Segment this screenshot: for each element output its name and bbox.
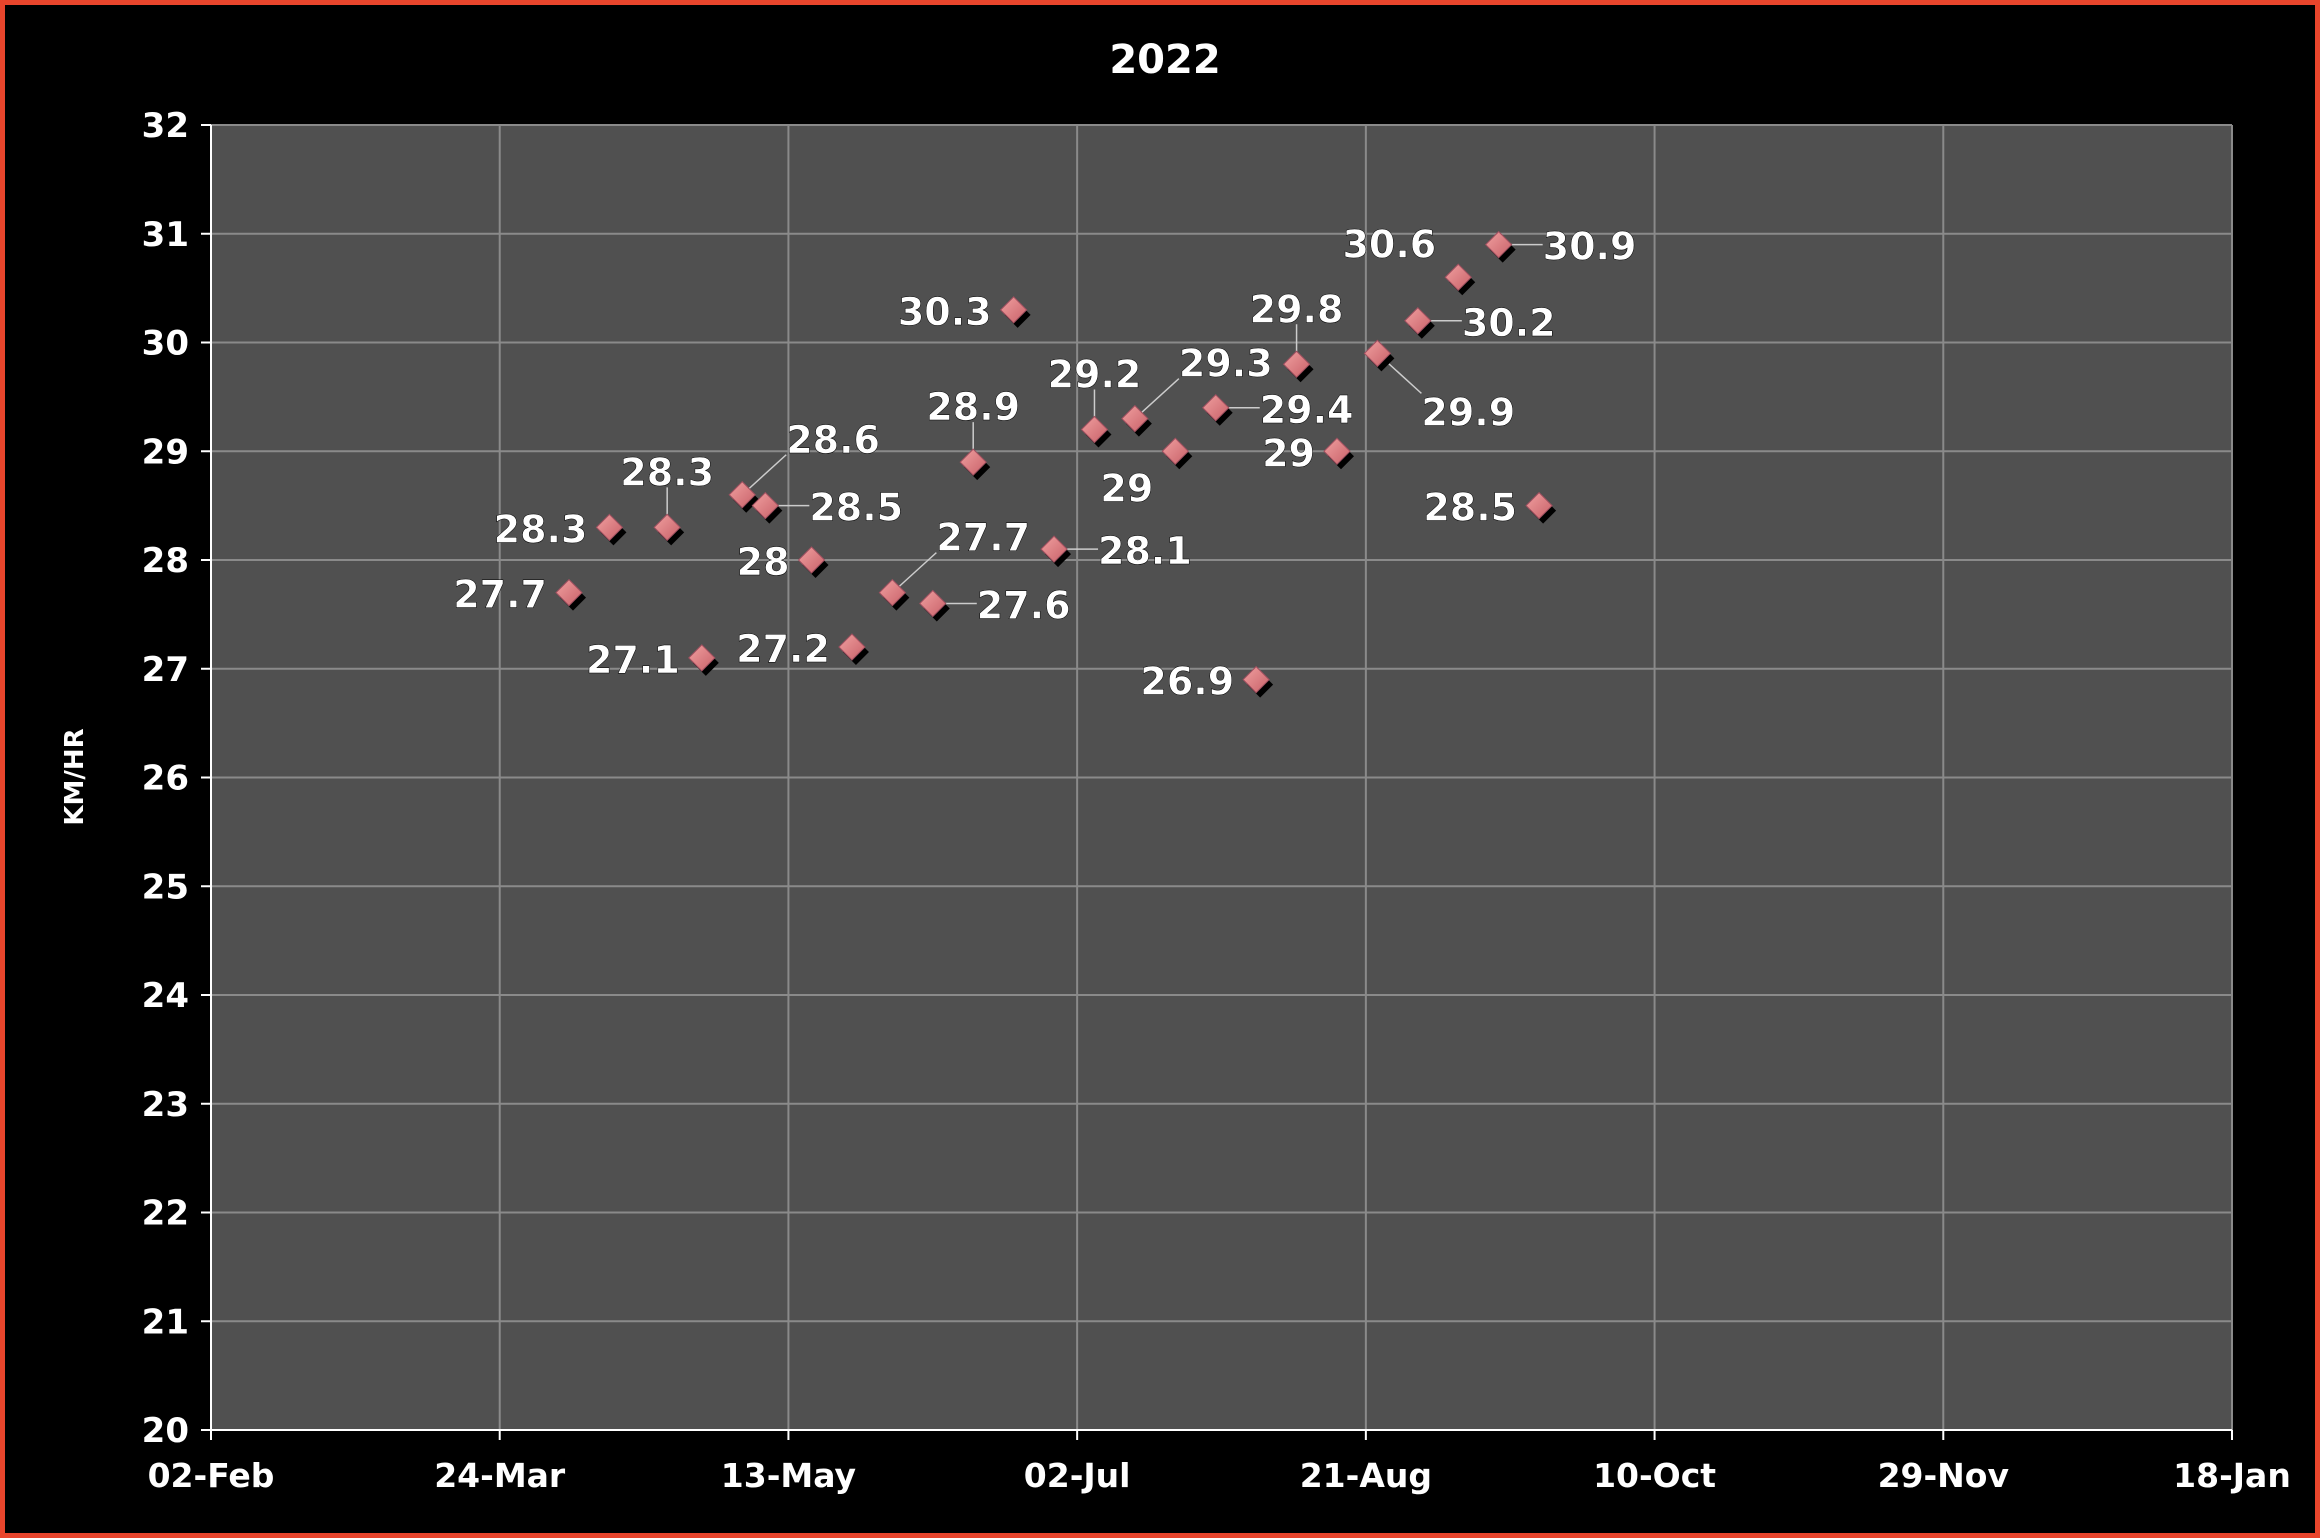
data-label: 28.6 — [786, 418, 880, 462]
data-label: 28.9 — [926, 385, 1020, 429]
data-point — [1161, 437, 1190, 465]
data-point — [653, 513, 681, 542]
data-point — [959, 448, 987, 476]
x-tick-label: 13-May — [721, 1456, 856, 1495]
y-tick-label: 29 — [142, 432, 189, 472]
data-label: 27.7 — [453, 573, 547, 617]
data-label: 29.4 — [1260, 388, 1354, 432]
data-label: 29.2 — [1048, 353, 1142, 397]
data-point — [1080, 415, 1109, 444]
y-tick-label: 20 — [142, 1411, 189, 1451]
y-axis-label: KM/HR — [60, 728, 90, 825]
data-point — [688, 644, 716, 672]
scatter-chart: 2022 KM/HR 20 21 22 23 24 25 26 27 28 29 30 31 32 02-… — [60, 37, 2291, 1495]
x-tick-label: 24-Mar — [434, 1456, 566, 1495]
y-tick-label: 30 — [142, 324, 189, 364]
data-label: 29 — [1262, 431, 1315, 475]
data-point — [555, 578, 583, 607]
data-label: 28 — [737, 540, 790, 584]
data-point — [595, 513, 624, 542]
data-point — [1363, 339, 1392, 368]
data-label: 27.1 — [586, 638, 680, 682]
y-tick-label: 22 — [142, 1194, 189, 1234]
data-label: 28.3 — [620, 450, 714, 494]
data-point — [838, 633, 866, 661]
data-point — [1525, 491, 1553, 520]
x-tick-label: 02-Jul — [1024, 1456, 1131, 1495]
data-label: 28.3 — [494, 507, 588, 551]
data-point — [797, 546, 826, 574]
x-tick-label: 10-Oct — [1593, 1456, 1716, 1495]
data-label: 28.5 — [1423, 486, 1517, 530]
label-leader-line — [891, 552, 937, 594]
data-label: 30.6 — [1342, 222, 1436, 266]
data-label: 30.3 — [898, 290, 992, 334]
x-tick-label: 29-Nov — [1878, 1456, 2010, 1495]
x-tick-label: 02-Feb — [148, 1456, 275, 1495]
data-label: 27.6 — [977, 584, 1071, 628]
y-tick-label: 21 — [142, 1302, 189, 1342]
chart-title: 2022 — [1109, 37, 1220, 83]
data-label: 29.9 — [1421, 390, 1515, 434]
label-leader-line — [741, 454, 787, 496]
y-tick-label: 32 — [142, 106, 189, 146]
data-point — [878, 578, 907, 607]
data-point — [1242, 665, 1270, 694]
data-label: 28.1 — [1098, 529, 1192, 573]
y-tick-label: 23 — [142, 1085, 189, 1125]
y-tick-label: 26 — [142, 759, 189, 799]
data-point — [1404, 307, 1432, 335]
x-tick-label: 21-Aug — [1300, 1456, 1432, 1495]
data-point — [1202, 394, 1230, 422]
data-point — [999, 296, 1028, 324]
data-point — [1121, 404, 1149, 433]
x-tick-label: 18-Jan — [2173, 1456, 2291, 1495]
data-point — [1040, 535, 1068, 563]
data-point — [751, 491, 780, 520]
data-label: 30.9 — [1543, 225, 1637, 269]
y-tick-label: 27 — [142, 650, 189, 690]
data-label: 27.2 — [736, 627, 830, 671]
data-label: 29.8 — [1250, 287, 1344, 331]
data-label: 28.5 — [809, 486, 903, 530]
data-point — [1444, 263, 1472, 291]
data-label: 30.2 — [1462, 301, 1556, 345]
data-label: 27.7 — [936, 516, 1030, 560]
data-label: 29.3 — [1179, 342, 1273, 386]
data-point — [919, 589, 947, 618]
data-label: 26.9 — [1140, 660, 1234, 704]
y-tick-label: 31 — [142, 215, 189, 255]
y-tick-label: 24 — [142, 976, 189, 1016]
y-tick-label: 28 — [142, 541, 189, 581]
data-label: 29 — [1100, 466, 1153, 510]
data-point — [1484, 230, 1513, 259]
label-leader-line — [1134, 378, 1180, 420]
data-point — [1282, 350, 1311, 378]
y-tick-label: 25 — [142, 867, 189, 907]
data-point — [728, 481, 756, 509]
data-point — [1323, 437, 1351, 465]
